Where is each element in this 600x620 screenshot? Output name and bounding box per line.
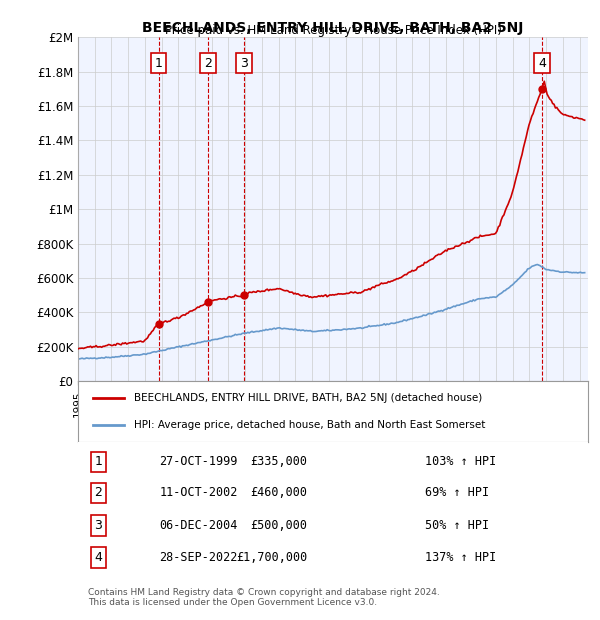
Text: BEECHLANDS, ENTRY HILL DRIVE, BATH, BA2 5NJ (detached house): BEECHLANDS, ENTRY HILL DRIVE, BATH, BA2 … bbox=[134, 393, 482, 403]
Text: 137% ↑ HPI: 137% ↑ HPI bbox=[425, 551, 496, 564]
Text: 1: 1 bbox=[94, 456, 103, 469]
Text: 06-DEC-2004: 06-DEC-2004 bbox=[160, 519, 238, 532]
Text: £460,000: £460,000 bbox=[251, 487, 308, 500]
Text: 2: 2 bbox=[94, 487, 103, 500]
Text: 4: 4 bbox=[538, 56, 546, 69]
Text: 27-OCT-1999: 27-OCT-1999 bbox=[160, 456, 238, 469]
Text: £1,700,000: £1,700,000 bbox=[236, 551, 308, 564]
Text: 103% ↑ HPI: 103% ↑ HPI bbox=[425, 456, 496, 469]
Text: 2: 2 bbox=[204, 56, 212, 69]
Text: 4: 4 bbox=[94, 551, 103, 564]
Text: 28-SEP-2022: 28-SEP-2022 bbox=[160, 551, 238, 564]
Text: 69% ↑ HPI: 69% ↑ HPI bbox=[425, 487, 489, 500]
Text: 3: 3 bbox=[94, 519, 103, 532]
Text: 50% ↑ HPI: 50% ↑ HPI bbox=[425, 519, 489, 532]
Text: Contains HM Land Registry data © Crown copyright and database right 2024.
This d: Contains HM Land Registry data © Crown c… bbox=[88, 588, 440, 607]
Text: £335,000: £335,000 bbox=[251, 456, 308, 469]
Text: HPI: Average price, detached house, Bath and North East Somerset: HPI: Average price, detached house, Bath… bbox=[134, 420, 485, 430]
Text: 3: 3 bbox=[240, 56, 248, 69]
Text: 11-OCT-2002: 11-OCT-2002 bbox=[160, 487, 238, 500]
Text: £500,000: £500,000 bbox=[251, 519, 308, 532]
Text: 1: 1 bbox=[155, 56, 163, 69]
Text: Price paid vs. HM Land Registry's House Price Index (HPI): Price paid vs. HM Land Registry's House … bbox=[164, 24, 502, 37]
Title: BEECHLANDS, ENTRY HILL DRIVE, BATH, BA2 5NJ: BEECHLANDS, ENTRY HILL DRIVE, BATH, BA2 … bbox=[142, 20, 524, 35]
